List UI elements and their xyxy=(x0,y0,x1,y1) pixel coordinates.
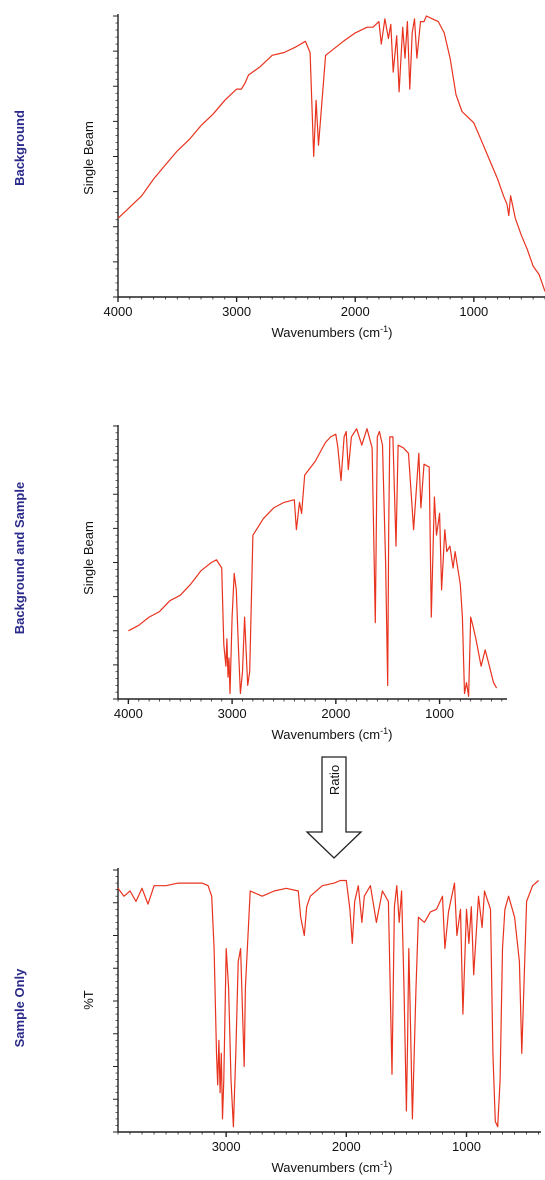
y-ticks-background xyxy=(113,15,118,298)
x-axis-label-background-and-sample: Wavenumbers (cm-1) xyxy=(272,726,393,742)
y-axis-label-sample-only: %T xyxy=(81,990,96,1010)
panel-sample-only: Sample Only %T 3000 2000 1000 Wavenumbers … xyxy=(12,868,541,1175)
x-tick-label-background-and-sample: 2000 xyxy=(321,706,350,721)
ratio-label: Ratio xyxy=(327,765,342,795)
x-ticks-sample-only: 3000 2000 1000 xyxy=(117,1132,539,1154)
panel-title-background-and-sample: Background and Sample xyxy=(12,482,27,634)
y-axis-label-background: Single Beam xyxy=(81,121,96,195)
y-ticks-sample-only xyxy=(113,869,118,1133)
x-tick-label-background: 2000 xyxy=(341,304,370,319)
x-ticks-background: 4000 3000 2000 1000 xyxy=(104,297,545,319)
panel-title-sample-only: Sample Only xyxy=(12,968,27,1048)
x-tick-label-background: 4000 xyxy=(104,304,133,319)
y-ticks-background-and-sample xyxy=(113,425,118,700)
x-tick-label-sample-only: 3000 xyxy=(212,1139,241,1154)
x-tick-label-background-and-sample: 4000 xyxy=(114,706,143,721)
x-tick-label-background-and-sample: 1000 xyxy=(425,706,454,721)
ratio-arrow: Ratio xyxy=(305,756,363,859)
spectrum-line-background xyxy=(117,15,545,292)
panel-background: Background Single Beam 4000 3000 2000 1000 … xyxy=(12,14,545,340)
x-ticks-background-and-sample: 4000 3000 2000 1000 xyxy=(114,699,503,721)
panel-title-background: Background xyxy=(12,110,27,186)
ratio-arrow-shape xyxy=(305,756,363,859)
x-tick-label-sample-only: 2000 xyxy=(332,1139,361,1154)
x-tick-label-background: 1000 xyxy=(459,304,488,319)
x-axis-label-background: Wavenumbers (cm-1) xyxy=(272,324,393,340)
spectrum-line-sample-only xyxy=(117,879,539,1128)
x-axis-label-sample-only: Wavenumbers (cm-1) xyxy=(272,1159,393,1175)
x-tick-label-sample-only: 1000 xyxy=(452,1139,481,1154)
x-tick-label-background-and-sample: 3000 xyxy=(218,706,247,721)
spectrum-line-background-and-sample xyxy=(128,428,498,697)
y-axis-label-background-and-sample: Single Beam xyxy=(81,521,96,595)
x-tick-label-background: 3000 xyxy=(222,304,251,319)
panel-background-and-sample: Background and Sample Single Beam 4000 30… xyxy=(12,425,507,742)
